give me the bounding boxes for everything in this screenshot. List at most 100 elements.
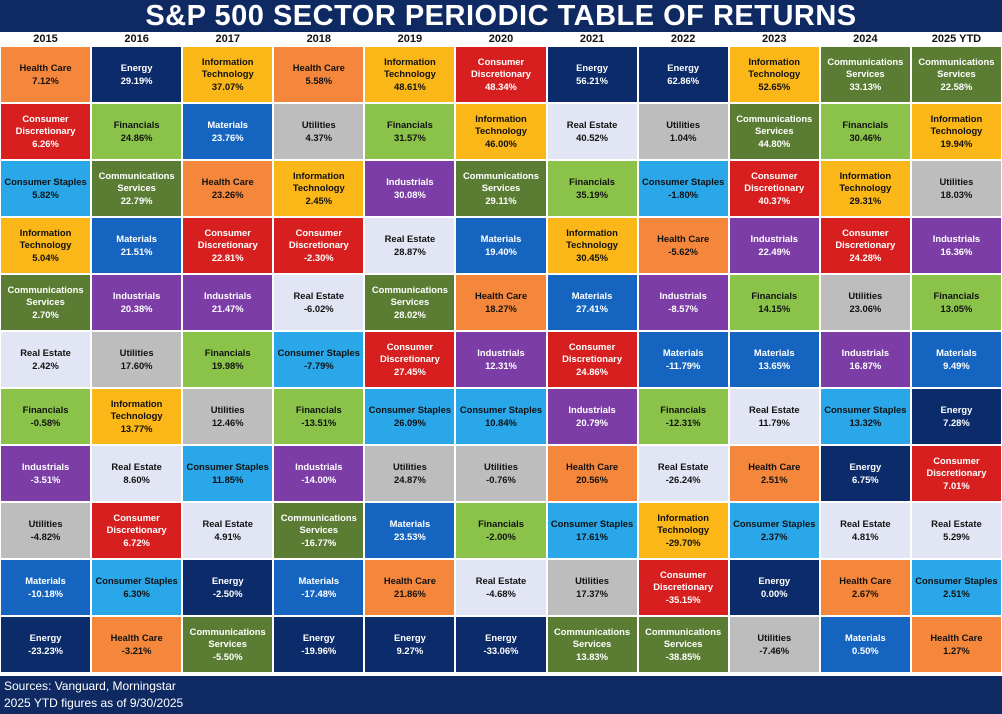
sector-return: 2.67%	[852, 588, 879, 599]
sector-name: Utilities	[119, 347, 154, 359]
sector-name: Real Estate	[748, 404, 800, 416]
sector-return: -26.24%	[665, 474, 701, 485]
sector-cell: Consumer Discretionary -35.15%	[638, 560, 728, 615]
sector-return: 23.26%	[211, 189, 244, 200]
sector-cell: Financials -13.51%	[274, 389, 364, 444]
sector-cell: Real Estate 4.81%	[820, 503, 910, 558]
year-header: 2023	[762, 33, 787, 45]
sector-return: 17.61%	[576, 531, 608, 542]
sector-name: Energy	[29, 632, 62, 644]
sector-cell: Health Care 2.67%	[820, 560, 910, 615]
sector-name: Consumer Discretionary	[744, 170, 805, 194]
sector-name: Consumer Discretionary	[379, 341, 440, 365]
sector-return: 46.00%	[485, 137, 517, 149]
sector-cell: Materials 0.50%	[820, 617, 910, 672]
sector-cell: Utilities 18.03%	[911, 161, 1001, 216]
sector-cell: Real Estate -6.02%	[274, 275, 364, 330]
sector-cell: Health Care 2.51%	[729, 446, 819, 501]
sector-cell: Information Technology 52.65%	[729, 47, 819, 102]
sector-cell: Utilities 17.60%	[92, 332, 182, 387]
sector-name: Information Technology	[201, 56, 254, 80]
sector-name: Utilities	[666, 119, 701, 131]
sector-name: Utilities	[210, 404, 245, 416]
sector-name: Health Care	[748, 461, 801, 473]
sector-cell: Financials 30.46%	[820, 104, 910, 159]
sector-cell: Materials -10.18%	[1, 560, 91, 615]
sector-cell: Consumer Discretionary 24.86%	[547, 332, 637, 387]
sector-return: 22.58%	[940, 80, 973, 92]
sector-name: Materials	[389, 518, 431, 530]
sector-cell: Financials -12.31%	[638, 389, 728, 444]
sector-return: 12.31%	[485, 360, 517, 371]
footer-note: 2025 YTD figures as of 9/30/2025	[4, 696, 184, 710]
sector-cell: Industrials -3.51%	[1, 446, 91, 501]
sector-return: 27.45%	[394, 365, 426, 377]
sector-cell: Consumer Staples 2.51%	[911, 560, 1001, 615]
sector-return: 23.06%	[849, 303, 882, 314]
sector-name: Real Estate	[293, 290, 345, 302]
sector-return: 29.31%	[849, 194, 882, 206]
sector-name: Financials	[386, 119, 433, 131]
sector-name: Industrials	[932, 233, 981, 245]
sector-name: Consumer Staples	[824, 404, 907, 416]
sector-return: 4.91%	[214, 531, 241, 542]
sector-return: 5.58%	[305, 75, 333, 86]
sector-cell: Information Technology 19.94%	[911, 104, 1001, 159]
sector-cell: Industrials 20.38%	[92, 275, 182, 330]
sector-name: Utilities	[392, 461, 427, 473]
sector-cell: Materials 13.65%	[729, 332, 819, 387]
sector-name: Health Care	[201, 176, 254, 188]
sector-name: Real Estate	[111, 461, 162, 473]
sector-return: 16.36%	[940, 246, 973, 257]
sector-name: Communications Services	[98, 170, 175, 194]
year-header: 2022	[670, 33, 696, 45]
sector-cell: Materials 27.41%	[547, 275, 637, 330]
sector-return: -4.68%	[486, 588, 516, 599]
year-header: 2017	[215, 33, 240, 45]
sector-cell: Communications Services -38.85%	[638, 617, 728, 672]
sector-cell: Financials -0.58%	[1, 389, 91, 444]
sector-return: 29.11%	[485, 194, 517, 206]
sector-name: Industrials	[841, 347, 890, 359]
sector-cell: Consumer Discretionary 27.45%	[365, 332, 455, 387]
sector-name: Real Estate	[840, 518, 891, 530]
sector-cell: Utilities 12.46%	[183, 389, 273, 444]
sector-cell: Communications Services 2.70%	[1, 275, 91, 330]
sector-return: 4.81%	[852, 531, 879, 542]
sector-return: 21.51%	[120, 246, 153, 257]
sector-return: 8.60%	[123, 474, 150, 485]
sector-return: -3.51%	[30, 474, 61, 485]
sector-return: 37.07%	[211, 80, 244, 92]
sector-return: 40.52%	[576, 132, 608, 143]
sector-cell: Communications Services 44.80%	[729, 104, 819, 159]
sector-cell: Consumer Discretionary 6.72%	[92, 503, 182, 558]
sector-cell: Communications Services -5.50%	[183, 617, 273, 672]
sector-name: Utilities	[575, 575, 609, 587]
sector-return: 24.86%	[576, 365, 608, 377]
page-title: S&P 500 SECTOR PERIODIC TABLE OF RETURNS	[145, 0, 857, 32]
sector-return: 13.05%	[940, 303, 973, 314]
sector-return: 2.70%	[32, 308, 59, 320]
sector-return: 21.47%	[211, 303, 244, 314]
sector-return: -1.80%	[668, 189, 699, 200]
sector-return: 22.49%	[758, 246, 791, 257]
sector-name: Health Care	[657, 233, 710, 245]
sector-return: 28.87%	[394, 246, 426, 257]
sector-cell: Utilities -7.46%	[729, 617, 819, 672]
year-header: 2020	[488, 33, 514, 45]
sector-name: Industrials	[750, 233, 798, 245]
sector-return: -12.31%	[665, 417, 701, 428]
sector-cell: Information Technology 46.00%	[456, 104, 546, 159]
sector-cell: Information Technology 30.45%	[547, 218, 637, 273]
sector-cell: Industrials 21.47%	[183, 275, 273, 330]
sector-name: Consumer Discretionary	[835, 227, 896, 251]
sector-name: Real Estate	[384, 233, 436, 245]
sector-name: Energy	[940, 404, 973, 416]
sector-name: Materials	[753, 347, 795, 359]
sector-return: 30.45%	[576, 251, 608, 263]
sector-name: Health Care	[566, 461, 619, 473]
sector-return: 27.41%	[576, 303, 608, 314]
sector-return: -33.06%	[483, 645, 519, 656]
sector-name: Materials	[480, 233, 522, 245]
